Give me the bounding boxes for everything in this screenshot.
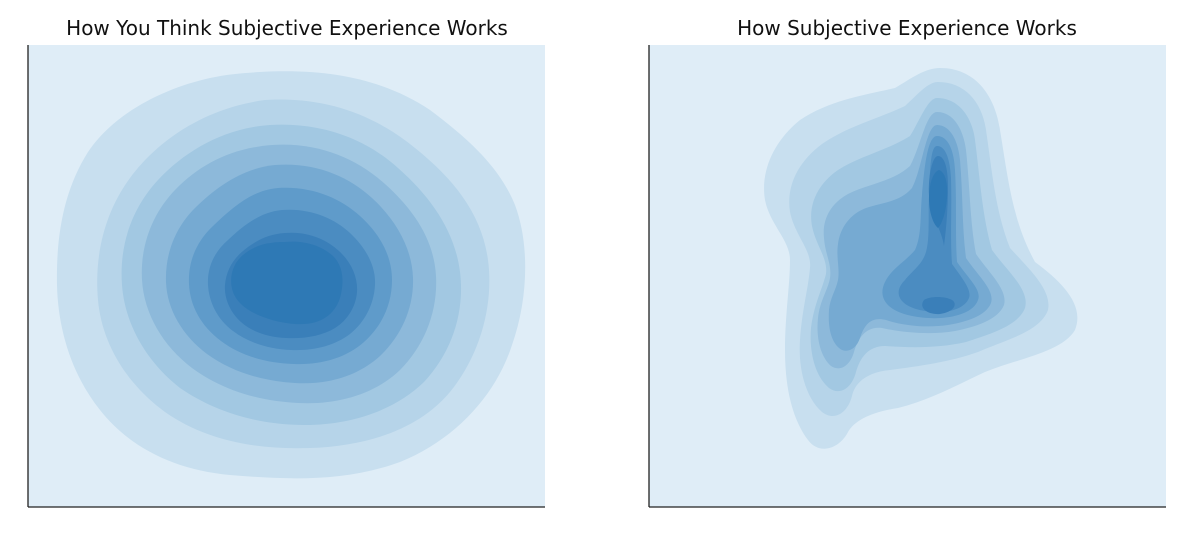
right-plot-area: [648, 45, 1166, 508]
left-density-level-9: [231, 241, 343, 325]
right-density-level-9: [929, 170, 948, 228]
right-density-level-7: [898, 146, 970, 312]
chart-title-left: How You Think Subjective Experience Work…: [66, 16, 508, 40]
chart-title-right: How Subjective Experience Works: [737, 16, 1077, 40]
right-density-level-8b: [922, 297, 955, 315]
left-plot-area: [27, 45, 545, 508]
